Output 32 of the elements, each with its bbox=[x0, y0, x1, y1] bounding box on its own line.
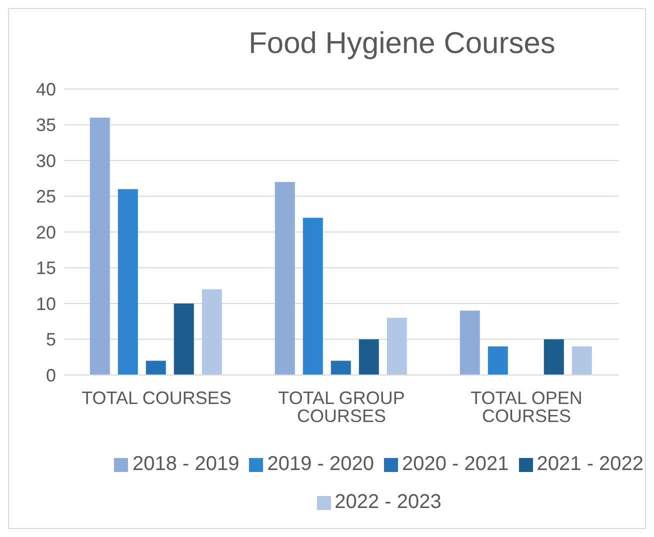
x-tick-label: TOTAL OPEN COURSES bbox=[470, 388, 582, 426]
x-tick-label: TOTAL COURSES bbox=[82, 388, 232, 408]
bar bbox=[202, 289, 222, 375]
y-tick-label: 15 bbox=[36, 258, 56, 278]
y-tick-label: 5 bbox=[46, 330, 56, 350]
bar bbox=[488, 346, 508, 375]
legend-label: 2018 - 2019 bbox=[132, 453, 240, 475]
legend-label: 2022 - 2023 bbox=[334, 491, 442, 513]
chart-title: Food Hygiene Courses bbox=[248, 26, 556, 62]
y-tick-label: 25 bbox=[36, 186, 56, 207]
y-tick-label: 30 bbox=[36, 150, 56, 171]
y-tick-label: 35 bbox=[36, 115, 56, 136]
bar bbox=[90, 118, 110, 375]
x-tick-label: TOTAL GROUP COURSES bbox=[278, 388, 405, 426]
bar bbox=[302, 218, 323, 375]
bar bbox=[274, 182, 295, 375]
bar bbox=[146, 360, 166, 375]
bar bbox=[544, 339, 564, 375]
bar bbox=[330, 360, 351, 375]
bar bbox=[386, 318, 407, 375]
y-tick-label: 0 bbox=[46, 365, 56, 386]
bar bbox=[174, 304, 194, 375]
y-tick-label: 20 bbox=[36, 222, 56, 242]
bar bbox=[572, 346, 592, 375]
y-tick-label: 10 bbox=[36, 294, 56, 314]
legend-label: 2021 - 2022 bbox=[536, 453, 644, 475]
legend-label: 2019 - 2020 bbox=[267, 453, 374, 475]
bar bbox=[118, 189, 138, 375]
bar bbox=[460, 310, 480, 375]
bar bbox=[358, 339, 379, 375]
y-tick-label: 40 bbox=[36, 79, 56, 100]
legend-label: 2020 - 2021 bbox=[402, 453, 509, 475]
